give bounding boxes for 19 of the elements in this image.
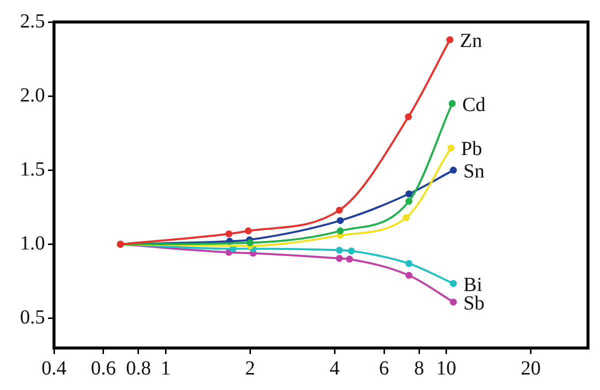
- x-tick-label: 2: [245, 357, 256, 380]
- x-tick-label: 4: [330, 357, 340, 380]
- y-tick-label: 2.0: [20, 84, 45, 106]
- x-tick-label: 6: [379, 357, 390, 380]
- x-tick-label: 1: [160, 357, 171, 380]
- series-label: Cd: [462, 94, 486, 116]
- series-label: Zn: [460, 30, 482, 52]
- x-tick-label: 0.8: [126, 357, 151, 380]
- series-label: Sn: [463, 160, 484, 182]
- x-tick-label: 10: [436, 357, 456, 380]
- series-label: Pb: [461, 138, 482, 160]
- x-tick-label: 0.4: [42, 357, 66, 380]
- x-tick-label: 0.6: [90, 357, 116, 380]
- y-tick-label: 1.0: [20, 232, 45, 255]
- x-tick-label: 20: [520, 357, 541, 380]
- x-tick-label: 8: [414, 357, 424, 380]
- y-tick-label: 2.5: [20, 10, 45, 32]
- y-tick-label: 0.5: [20, 306, 45, 329]
- y-tick-label: 1.5: [20, 158, 45, 180]
